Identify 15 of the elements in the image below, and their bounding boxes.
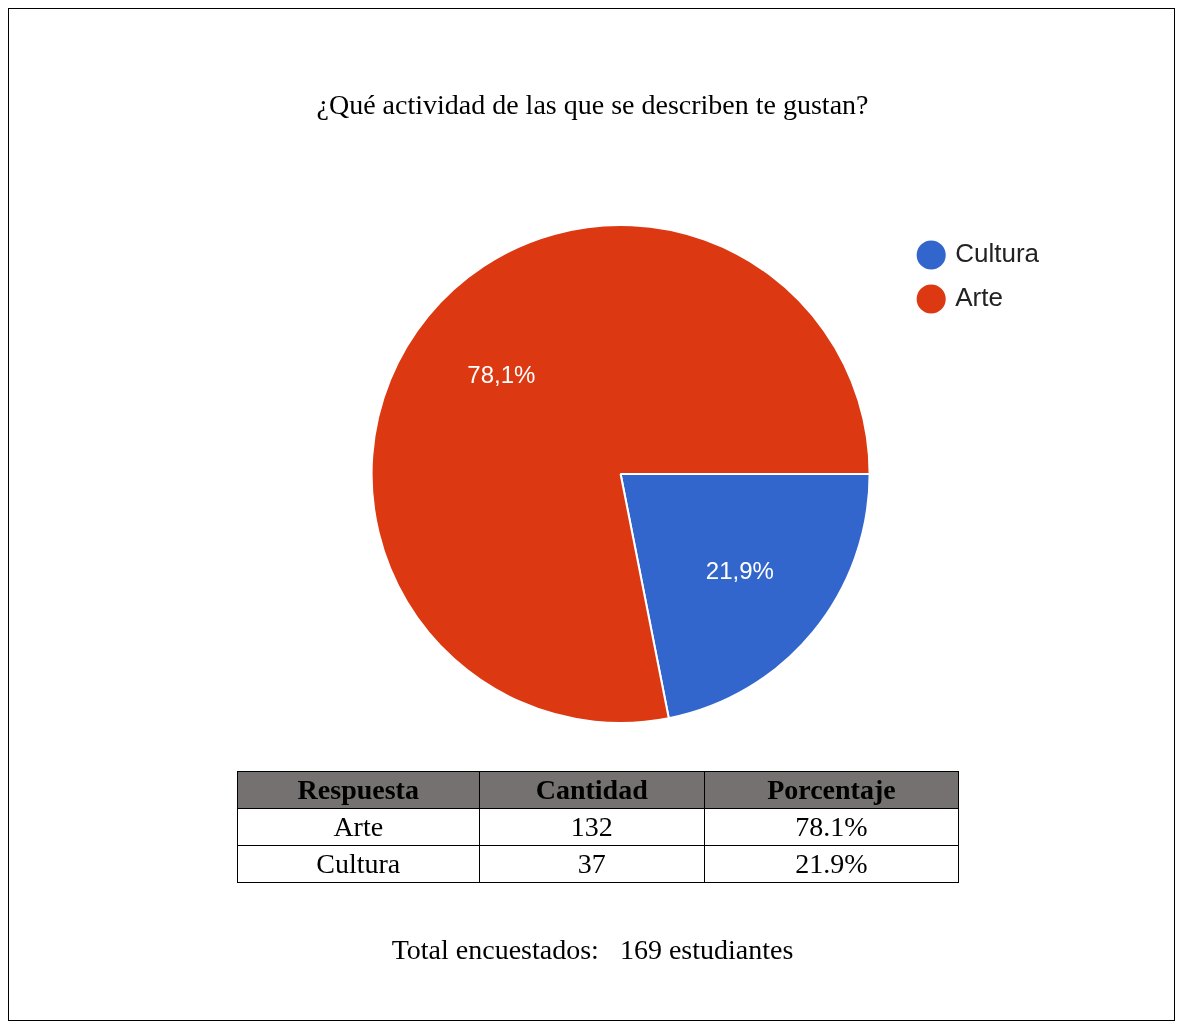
text: Respuesta: [237, 771, 480, 809]
chart-title: ¿Qué actividad de las que se describen te gustan?: [315, 89, 870, 121]
legend-label: Cultura: [955, 238, 1040, 269]
text: 37: [479, 845, 705, 883]
text: Cantidad: [479, 771, 705, 809]
text: 21.9%: [704, 845, 959, 883]
text: 78.1%: [704, 808, 959, 846]
text: Total encuestados: 169 estudiantes: [390, 934, 795, 966]
legend-label: Arte: [955, 282, 1003, 313]
data-label: 21,9%: [705, 556, 774, 584]
text: 132: [479, 808, 705, 846]
text: Porcentaje: [704, 771, 959, 809]
slice-label: Arte: [237, 808, 480, 846]
category-label: Cultura: [316, 848, 401, 879]
data-label: 78,1%: [467, 360, 536, 388]
